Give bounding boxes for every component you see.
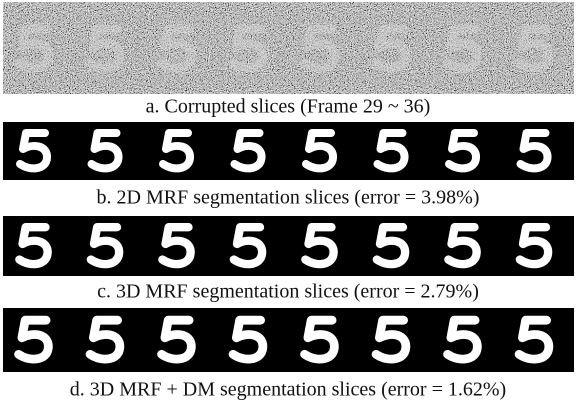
caption: a. Corrupted slices (Frame 29 ~ 36) — [146, 96, 431, 118]
page: {"panels": [ {"caption": "a. Corrupted s… — [0, 0, 577, 410]
strip-c — [3, 216, 574, 276]
caption: c. 3D MRF segmentation slices (error = 2… — [97, 281, 479, 303]
caption: d. 3D MRF + DM segmentation slices (erro… — [70, 379, 506, 401]
noise-strip — [3, 2, 574, 94]
strip-d — [3, 308, 574, 372]
caption: b. 2D MRF segmentation slices (error = 3… — [97, 187, 480, 209]
strip-b — [3, 122, 574, 180]
figure: a. Corrupted slices (Frame 29 ~ 36) b. 2… — [0, 0, 577, 410]
